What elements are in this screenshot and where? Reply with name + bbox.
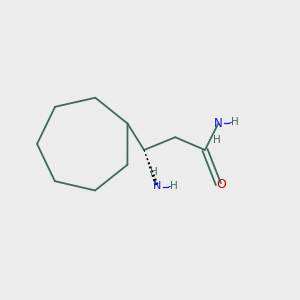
Text: H: H: [213, 135, 221, 145]
Text: N: N: [214, 117, 223, 130]
Text: -: -: [167, 181, 171, 191]
Text: H: H: [170, 181, 178, 191]
Text: O: O: [216, 178, 226, 191]
Text: H: H: [231, 117, 239, 127]
Text: H: H: [150, 167, 158, 177]
Text: -: -: [228, 117, 232, 127]
Text: N: N: [153, 181, 162, 191]
